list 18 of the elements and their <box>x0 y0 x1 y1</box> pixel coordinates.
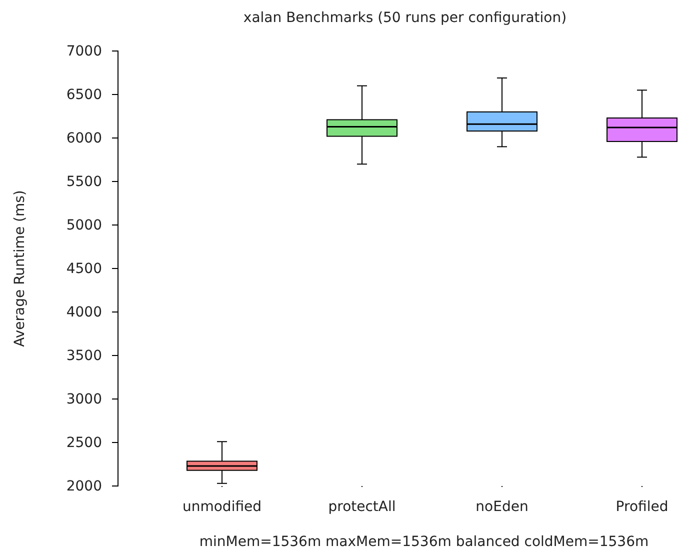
chart-title: xalan Benchmarks (50 runs per configuration) <box>243 10 567 26</box>
y-tick-label: 6000 <box>66 130 102 146</box>
x-tick-label: noEden <box>476 498 528 515</box>
y-tick-label: 4500 <box>66 260 102 277</box>
y-tick-label: 3000 <box>66 391 102 408</box>
y-tick-label: 6500 <box>66 86 102 103</box>
y-tick-label: 2500 <box>66 434 102 451</box>
y-tick-label: 4000 <box>66 304 102 320</box>
y-tick-label: 3500 <box>66 348 102 364</box>
x-tick-label: Profiled <box>616 498 668 515</box>
y-tick-label: 2000 <box>66 478 102 494</box>
y-tick-label: 5500 <box>66 174 102 190</box>
x-tick-label: protectAll <box>328 498 396 515</box>
x-axis-title: minMem=1536m maxMem=1536m balanced coldMem=1536m <box>199 534 649 550</box>
y-axis-title: Average Runtime (ms) <box>12 190 28 347</box>
y-tick-label: 5000 <box>66 217 102 234</box>
x-tick-label: unmodified <box>182 498 262 515</box>
y-tick-label: 7000 <box>66 43 102 60</box>
